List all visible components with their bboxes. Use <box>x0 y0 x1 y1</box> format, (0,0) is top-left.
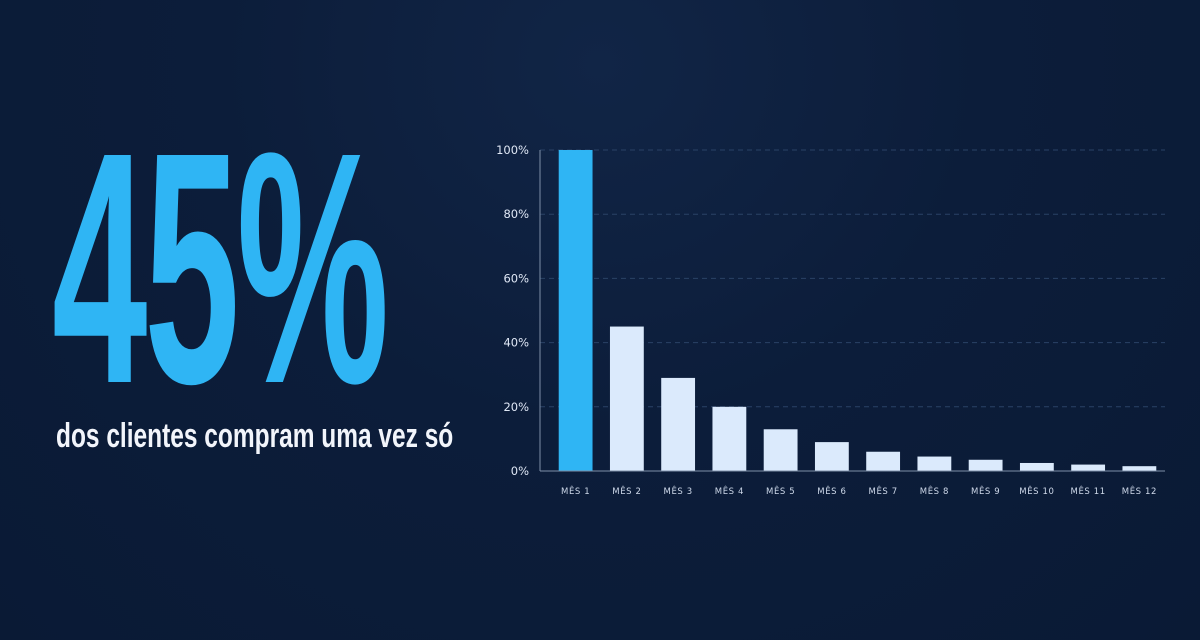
headline-subtitle: dos clientes compram uma vez só <box>56 417 454 455</box>
bar <box>558 150 593 471</box>
x-category-label: MÊS 7 <box>869 485 898 497</box>
bar <box>1071 464 1106 471</box>
y-tick-label: 80% <box>503 207 529 221</box>
x-category-label: MÊS 4 <box>715 485 744 497</box>
bar <box>1019 462 1054 471</box>
x-category-label: MÊS 11 <box>1071 485 1106 497</box>
x-category-label: MÊS 2 <box>612 485 641 497</box>
chart-y-axis-ticks: 0% 20% 40% 60% 80% 100% <box>496 143 529 478</box>
y-tick-label: 100% <box>496 143 529 157</box>
bar <box>661 377 696 471</box>
x-category-label: MÊS 10 <box>1019 485 1054 497</box>
y-tick-label: 40% <box>503 336 529 350</box>
x-category-label: MÊS 1 <box>561 485 590 497</box>
bar <box>763 429 798 471</box>
y-tick-label: 60% <box>503 271 529 285</box>
bar <box>968 459 1003 471</box>
x-category-label: MÊS 8 <box>920 485 949 497</box>
x-category-label: MÊS 5 <box>766 485 795 497</box>
bar <box>1122 466 1157 471</box>
x-category-label: MÊS 3 <box>664 485 693 497</box>
bar <box>609 326 644 471</box>
bar <box>712 406 747 471</box>
bar <box>917 456 952 471</box>
x-category-label: MÊS 12 <box>1122 485 1157 497</box>
chart-bars <box>558 150 1157 471</box>
bar <box>814 442 849 471</box>
x-category-label: MÊS 6 <box>817 485 846 497</box>
chart-axes <box>539 150 1165 472</box>
bar <box>866 451 901 471</box>
x-category-label: MÊS 9 <box>971 485 1000 497</box>
y-tick-label: 20% <box>503 400 529 414</box>
y-tick-label: 0% <box>511 464 529 478</box>
chart-x-axis-labels: MÊS 1 MÊS 2 MÊS 3 MÊS 4 MÊS 5 MÊS 6 MÊS 7 MÊS 8… <box>561 485 1157 497</box>
